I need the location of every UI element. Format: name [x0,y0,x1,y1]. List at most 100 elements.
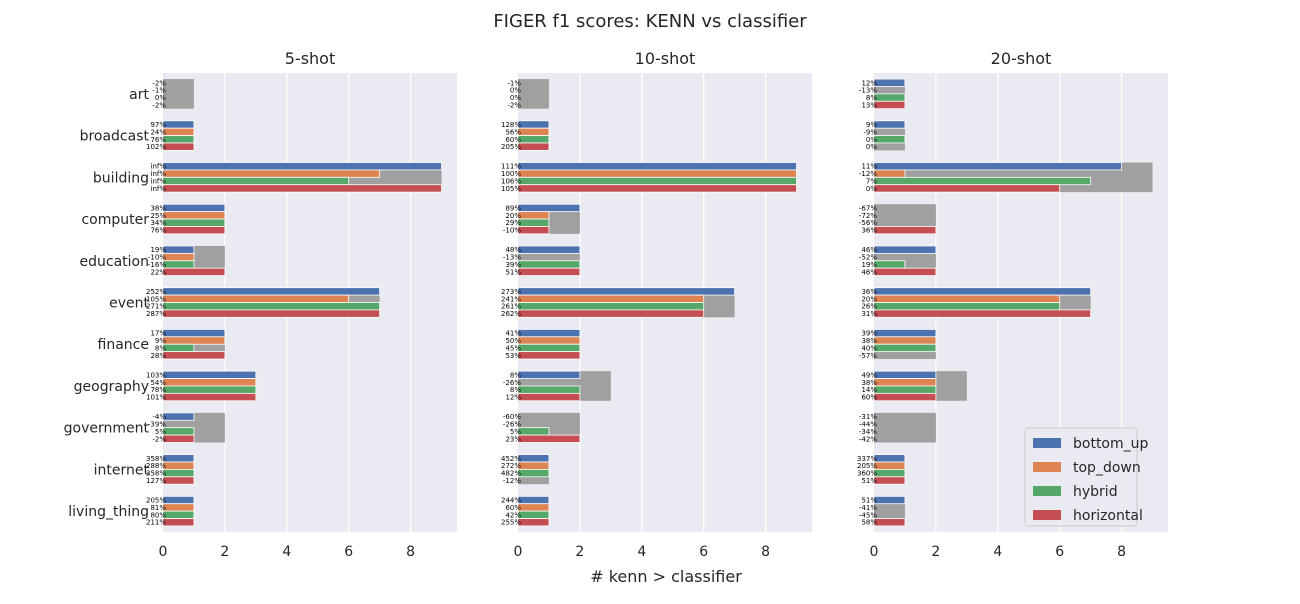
bar [517,267,581,276]
bar-label: 105% [501,185,521,193]
bar-label: 360% [857,470,877,478]
bar-label: 60% [861,394,877,402]
bar [162,503,195,512]
bar [162,169,381,178]
bar-label: 128% [501,121,521,129]
bar-label: -39% [148,420,166,428]
bar-label: 50% [505,337,521,345]
bar-label: 51% [505,268,521,276]
bar [873,518,906,527]
bar-label: 46% [861,246,877,254]
y-tick-label: art [129,87,149,103]
bar [162,329,226,338]
bar-label: -45% [859,511,877,519]
bar [162,127,195,136]
y-tick-label: internet [94,462,150,478]
bar [162,162,442,171]
y-tick-label: computer [81,212,149,228]
bar [162,309,381,318]
bar [162,135,195,144]
bar-label: 261% [501,303,521,311]
bar [517,169,797,178]
bar [873,226,937,235]
bar [162,476,195,485]
bar-label: 287% [146,310,166,318]
bar [517,226,550,235]
bar-label: 51% [861,497,877,505]
bar-label: 452% [501,455,521,463]
bar [873,267,937,276]
bar [873,260,906,269]
y-tick-label: building [93,170,149,186]
bar-label: -57% [859,352,877,360]
legend-swatch [1033,510,1061,520]
bar-label: 205% [857,462,877,470]
bar-label: -67% [859,204,877,212]
bar-label: 13% [861,101,877,109]
bar-label: 8% [510,386,521,394]
bar [162,510,195,519]
bar [873,385,937,394]
bar [162,461,195,470]
bar-label: 76% [150,227,166,235]
bar-label: 105% [146,295,166,303]
bar [517,469,550,478]
bar-label: 22% [150,268,166,276]
bar-label: 39% [861,330,877,338]
bar [162,260,195,269]
bar-label: 7% [866,178,877,186]
bar-label: 38% [861,379,877,387]
bar [162,120,195,129]
y-tick-label: event [109,296,149,312]
bar-label: 25% [150,212,166,220]
bar [517,294,705,303]
y-tick-label: education [80,254,149,270]
bar-label: 36% [861,227,877,235]
bar-label: -16% [148,261,166,269]
bar-label: 24% [150,128,166,136]
bar [517,203,581,213]
bar [162,203,226,213]
bar [162,392,257,402]
bar-label: 244% [501,497,521,505]
bar [873,93,906,102]
x-tick-label: 0 [870,544,879,560]
bar-label: 89% [505,204,521,212]
bar-label: -56% [859,219,877,227]
bar-label: 11% [861,163,877,171]
bar [517,336,581,345]
bar-label: 20% [505,212,521,220]
bar-label: 273% [501,288,521,296]
bar [162,245,195,254]
bar-label: 102% [146,143,166,151]
bar [162,495,195,505]
bar [162,176,350,186]
legend-swatch [1033,486,1061,496]
x-tick-label: 6 [344,544,353,560]
legend-label: top_down [1073,460,1141,476]
bar-label: 14% [861,386,877,394]
x-tick-label: 2 [575,544,584,560]
bar-label: 40% [861,344,877,352]
bar [517,302,705,311]
bar-label: 81% [150,504,166,512]
bar-label: 127% [146,477,166,485]
bar-label: 80% [150,511,166,519]
bar-label: -44% [859,420,877,428]
bar-label: -42% [859,435,877,443]
bar [517,162,797,171]
bar-label: -13% [503,254,521,262]
y-tick-label: living_thing [68,504,149,520]
x-tick-label: 8 [1117,544,1126,560]
bar-label: -31% [859,413,877,421]
bar [162,184,442,193]
x-tick-label: 0 [159,544,168,560]
bar-label: 76% [150,136,166,144]
bar-label: -9% [863,128,877,136]
bar-label: -13% [859,87,877,95]
x-tick-label: 4 [637,544,646,560]
bar-label: 111% [501,163,521,171]
x-tick-label: 6 [1055,544,1064,560]
bar [517,329,581,338]
x-tick-label: 2 [220,544,229,560]
